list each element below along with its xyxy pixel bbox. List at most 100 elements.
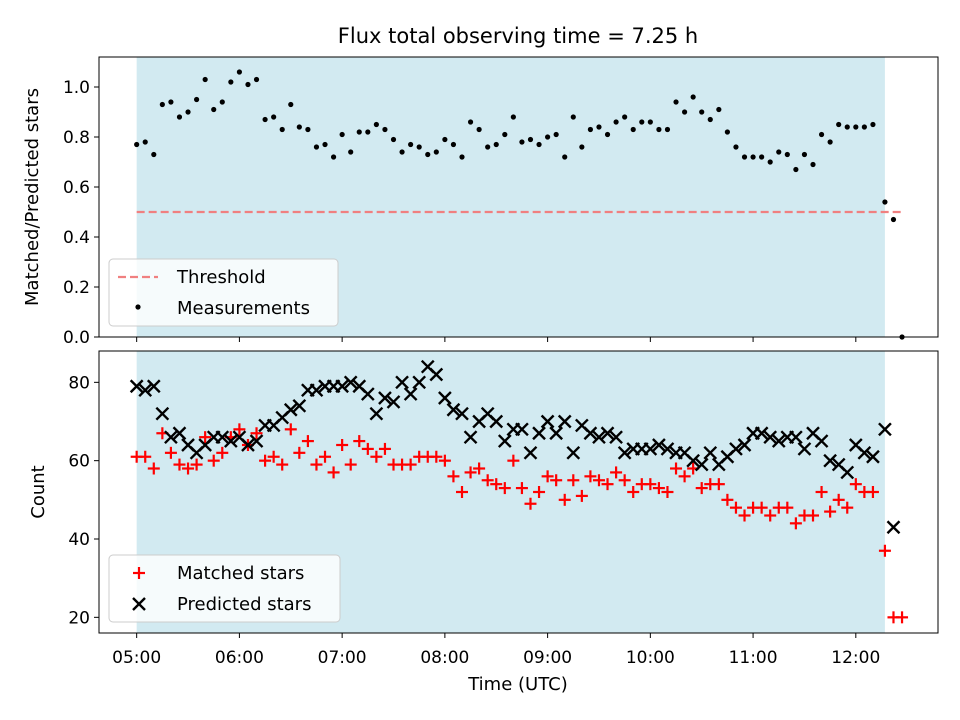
matched-star-marker xyxy=(781,501,794,514)
bottom-x-axis-label: Time (UTC) xyxy=(467,674,568,695)
measurement-point xyxy=(390,136,397,143)
measurement-point xyxy=(716,106,722,113)
bottom-matched-series xyxy=(130,423,909,624)
predicted-star-marker xyxy=(164,430,178,445)
measurement-point xyxy=(630,126,636,133)
measurement-point xyxy=(750,154,756,160)
predicted-star-marker xyxy=(886,520,901,535)
matched-star-marker xyxy=(164,446,177,459)
measurement-point xyxy=(690,94,696,100)
measurement-point xyxy=(219,99,225,105)
matched-star-marker xyxy=(558,493,571,506)
bottom-x-axis: 05:00 06:00 07:00 08:00 09:00 10:00 11:00 12:00 xyxy=(112,633,880,668)
matched-star-marker xyxy=(267,450,280,463)
matched-star-marker xyxy=(729,501,742,514)
predicted-star-marker xyxy=(866,449,880,464)
matched-star-marker xyxy=(139,450,152,463)
measurement-point xyxy=(373,121,379,128)
top-plot-frame xyxy=(98,56,939,338)
top-y-axis-label: Matched/Predicted stars xyxy=(22,88,43,306)
predicted-star-marker xyxy=(771,434,786,448)
top-y-tick-label: 0.8 xyxy=(63,128,90,148)
matched-star-marker xyxy=(644,478,657,491)
matched-star-marker xyxy=(896,611,909,624)
bottom-y-tick-label: 40 xyxy=(68,530,90,550)
measurement-point xyxy=(202,76,208,83)
predicted-star-marker xyxy=(540,414,555,429)
matched-star-marker xyxy=(182,462,195,475)
predicted-star-marker xyxy=(789,430,803,445)
matched-star-marker xyxy=(336,439,349,451)
matched-star-marker xyxy=(455,486,468,498)
matched-star-marker xyxy=(507,454,520,467)
measurement-point xyxy=(510,114,516,120)
measurement-point xyxy=(882,199,888,205)
predicted-star-marker xyxy=(429,367,444,382)
matched-star-marker xyxy=(473,462,486,475)
predicted-star-marker xyxy=(814,434,829,448)
measurement-point xyxy=(279,126,285,133)
bottom-x-tick-label: 10:00 xyxy=(626,648,675,668)
measurement-point xyxy=(741,154,748,160)
predicted-star-marker xyxy=(737,438,752,452)
top-y-axis: 0.0 0.2 0.4 0.6 0.8 1.0 xyxy=(63,78,99,348)
bottom-x-tick-label: 12:00 xyxy=(831,648,880,668)
measurement-point xyxy=(356,129,362,135)
bottom-y-axis-label: Count xyxy=(28,465,49,518)
bottom-x-tick-label: 08:00 xyxy=(420,648,469,668)
matched-star-marker xyxy=(430,450,443,463)
measurement-point xyxy=(570,114,576,120)
matched-legend-swatch xyxy=(133,567,145,579)
bottom-x-tick-label: 06:00 xyxy=(215,648,264,668)
predicted-star-marker xyxy=(652,438,666,452)
predicted-star-marker xyxy=(549,426,564,441)
predicted-star-marker xyxy=(241,438,255,452)
predicted-star-marker xyxy=(403,387,418,401)
matched-star-marker xyxy=(353,435,366,448)
predicted-star-marker xyxy=(335,379,349,394)
predicted-star-marker xyxy=(754,426,769,441)
matched-star-marker xyxy=(344,458,357,471)
predicted-star-marker xyxy=(283,402,298,417)
measurement-point xyxy=(784,151,790,158)
matched-star-marker xyxy=(670,462,683,475)
measurement-point xyxy=(836,121,842,128)
predicted-star-marker xyxy=(146,379,161,394)
top-panel: 0.0 0.2 0.4 0.6 0.8 1.0 Matched/Predicted sta… xyxy=(22,56,939,348)
measurement-point xyxy=(228,79,234,85)
predicted-star-marker xyxy=(840,465,855,480)
predicted-star-marker xyxy=(463,430,478,445)
predicted-star-marker xyxy=(386,395,401,409)
predicted-star-marker xyxy=(763,430,778,445)
matched-star-marker xyxy=(147,462,160,475)
matched-star-marker xyxy=(584,470,597,483)
measurement-point xyxy=(776,149,782,155)
bottom-legend: Matched stars Predicted stars xyxy=(108,554,341,623)
bottom-legend-box xyxy=(108,554,341,623)
measurement-point xyxy=(767,159,773,165)
matched-star-marker xyxy=(695,482,708,495)
predicted-star-marker xyxy=(566,445,581,460)
predicted-star-marker xyxy=(489,414,504,429)
measurement-point xyxy=(425,151,431,158)
predicted-star-marker xyxy=(249,434,264,448)
measurement-point xyxy=(339,131,345,138)
matched-star-marker xyxy=(216,446,229,459)
measurement-point xyxy=(313,144,320,150)
measurement-point xyxy=(579,144,585,150)
measurement-point xyxy=(604,131,611,138)
measurement-point xyxy=(330,154,337,160)
measurement-point xyxy=(733,144,739,150)
matched-star-marker xyxy=(259,454,272,467)
matched-star-marker xyxy=(515,482,528,495)
predicted-star-marker xyxy=(686,453,700,468)
predicted-star-marker xyxy=(523,445,538,460)
measurement-point xyxy=(151,151,157,158)
predicted-legend-swatch xyxy=(132,597,146,611)
matched-star-marker xyxy=(533,486,546,498)
bottom-x-tick-label: 11:00 xyxy=(729,648,778,668)
predicted-star-marker xyxy=(857,445,872,460)
measurement-point xyxy=(134,141,140,148)
bottom-y-tick-label: 80 xyxy=(68,373,90,393)
predicted-star-marker xyxy=(138,383,153,398)
